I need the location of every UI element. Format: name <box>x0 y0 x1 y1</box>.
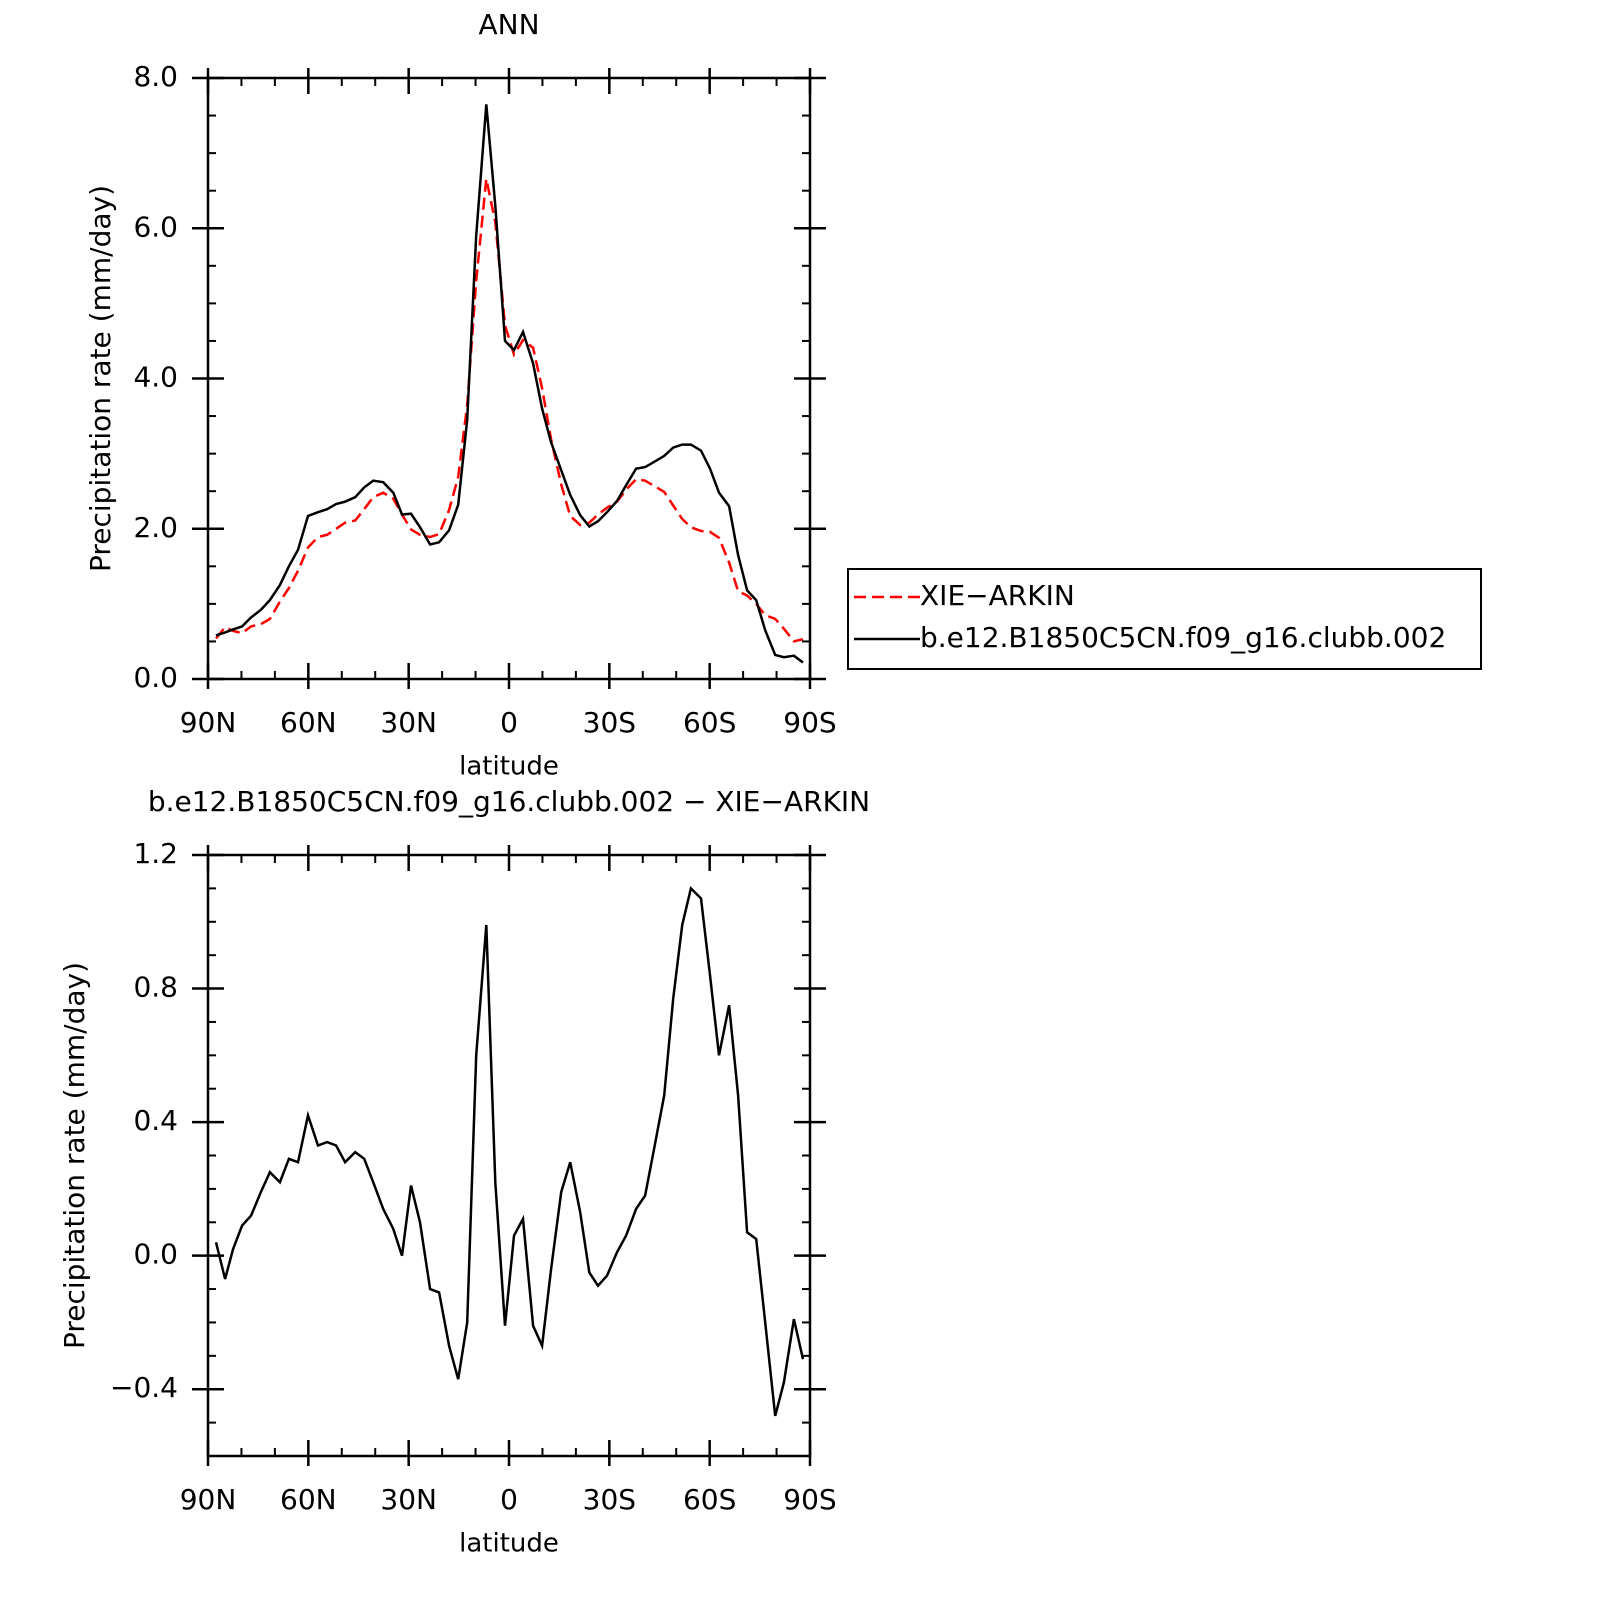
y-tick-label: 0.0 <box>133 661 178 694</box>
y-tick-label: 4.0 <box>133 361 178 394</box>
plot-frame <box>206 853 812 1458</box>
y-tick-label: 1.2 <box>133 837 178 870</box>
y-tick-label: 0.8 <box>133 971 178 1004</box>
chart-title: ANN <box>478 8 539 41</box>
data-line <box>215 104 804 664</box>
y-axis-label: Precipitation rate (mm/day) <box>58 962 91 1349</box>
x-axis-label: latitude <box>459 1529 559 1559</box>
y-axis-label: Precipitation rate (mm/day) <box>84 185 117 572</box>
legend-label: XIE−ARKIN <box>920 579 1075 612</box>
chart-title: b.e12.B1850C5CN.f09_g16.clubb.002 − XIE−… <box>148 785 870 818</box>
x-tick-label: 30N <box>380 1483 437 1516</box>
y-tick-label: 2.0 <box>133 511 178 544</box>
legend-label: b.e12.B1850C5CN.f09_g16.clubb.002 <box>920 621 1446 654</box>
x-tick-label: 90S <box>783 1483 836 1516</box>
x-tick-label: 0 <box>500 1483 518 1516</box>
y-tick-label: −0.4 <box>110 1371 178 1404</box>
x-tick-label: 30S <box>583 706 636 739</box>
x-tick-label: 30N <box>380 706 437 739</box>
x-tick-label: 60N <box>280 706 337 739</box>
y-tick-label: 8.0 <box>133 60 178 93</box>
data-line <box>215 178 804 643</box>
x-tick-label: 60S <box>683 1483 736 1516</box>
data-line <box>214 885 805 1417</box>
x-tick-label: 90S <box>783 706 836 739</box>
x-tick-label: 60S <box>683 706 736 739</box>
y-tick-label: 0.4 <box>133 1104 178 1137</box>
x-axis-label: latitude <box>459 752 559 782</box>
y-tick-label: 0.0 <box>133 1238 178 1271</box>
plot-frame <box>206 76 812 681</box>
x-tick-label: 0 <box>500 706 518 739</box>
x-tick-label: 60N <box>280 1483 337 1516</box>
x-tick-label: 30S <box>583 1483 636 1516</box>
x-tick-label: 90N <box>180 1483 237 1516</box>
x-tick-label: 90N <box>180 706 237 739</box>
legend-box <box>847 568 1482 670</box>
y-tick-label: 6.0 <box>133 210 178 243</box>
